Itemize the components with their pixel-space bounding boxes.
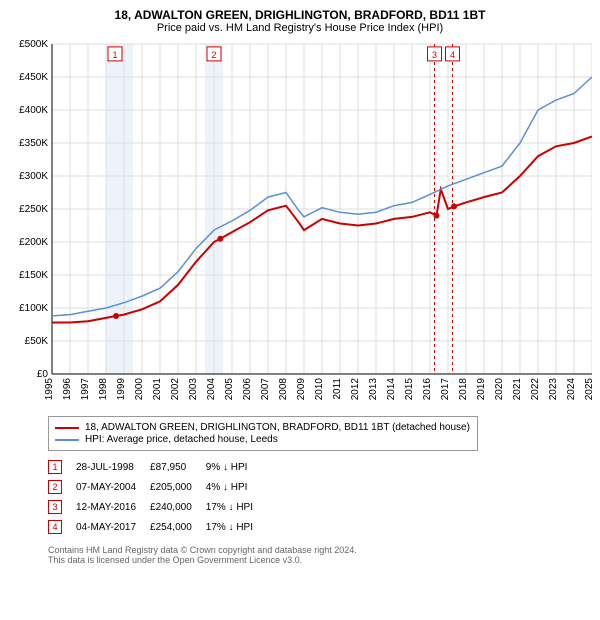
svg-text:2024: 2024 (566, 378, 577, 401)
svg-text:£300K: £300K (19, 171, 48, 182)
svg-text:2020: 2020 (494, 378, 505, 401)
svg-text:£350K: £350K (19, 138, 48, 149)
svg-text:2013: 2013 (368, 378, 379, 401)
legend-label: 18, ADWALTON GREEN, DRIGHLINGTON, BRADFO… (85, 422, 470, 433)
svg-text:2010: 2010 (314, 378, 325, 401)
chart-svg: 1234£0£50K£100K£150K£200K£250K£300K£350K… (8, 40, 592, 410)
legend-swatch (55, 439, 79, 441)
footer-line-1: Contains HM Land Registry data © Crown c… (48, 545, 592, 555)
marker-price: £254,000 (150, 517, 206, 537)
legend-row: HPI: Average price, detached house, Leed… (55, 434, 471, 445)
marker-row: 3 12-MAY-2016£240,00017% ↓ HPI (48, 497, 267, 517)
svg-text:3: 3 (432, 50, 437, 60)
marker-price: £240,000 (150, 497, 206, 517)
markers-table: 1 28-JUL-1998£87,9509% ↓ HPI 2 07-MAY-2004£… (48, 457, 267, 537)
marker-date: 12-MAY-2016 (76, 497, 150, 517)
svg-text:2002: 2002 (170, 378, 181, 401)
svg-text:2004: 2004 (206, 378, 217, 401)
svg-text:2021: 2021 (512, 378, 523, 401)
svg-text:£450K: £450K (19, 72, 48, 83)
svg-text:£400K: £400K (19, 105, 48, 116)
marker-delta: 17% ↓ HPI (206, 497, 267, 517)
svg-text:1997: 1997 (80, 378, 91, 401)
svg-text:2000: 2000 (134, 378, 145, 401)
svg-text:£150K: £150K (19, 270, 48, 281)
marker-price: £205,000 (150, 477, 206, 497)
svg-text:1995: 1995 (44, 378, 55, 401)
marker-box: 4 (48, 520, 62, 534)
svg-text:2019: 2019 (476, 378, 487, 401)
marker-date: 28-JUL-1998 (76, 457, 150, 477)
svg-text:2014: 2014 (386, 378, 397, 401)
chart-subtitle: Price paid vs. HM Land Registry's House … (8, 22, 592, 34)
footer: Contains HM Land Registry data © Crown c… (48, 545, 592, 565)
marker-date: 07-MAY-2004 (76, 477, 150, 497)
marker-row: 4 04-MAY-2017£254,00017% ↓ HPI (48, 517, 267, 537)
marker-delta: 17% ↓ HPI (206, 517, 267, 537)
svg-text:4: 4 (450, 50, 455, 60)
marker-row: 1 28-JUL-1998£87,9509% ↓ HPI (48, 457, 267, 477)
legend-row: 18, ADWALTON GREEN, DRIGHLINGTON, BRADFO… (55, 422, 471, 433)
svg-text:2005: 2005 (224, 378, 235, 401)
legend-swatch (55, 427, 79, 429)
marker-box: 3 (48, 500, 62, 514)
svg-text:2006: 2006 (242, 378, 253, 401)
svg-text:2001: 2001 (152, 378, 163, 401)
svg-text:1999: 1999 (116, 378, 127, 401)
svg-text:2: 2 (211, 50, 216, 60)
marker-price: £87,950 (150, 457, 206, 477)
svg-text:2016: 2016 (422, 378, 433, 401)
marker-delta: 4% ↓ HPI (206, 477, 267, 497)
chart-area: 1234£0£50K£100K£150K£200K£250K£300K£350K… (8, 40, 592, 410)
svg-text:2003: 2003 (188, 378, 199, 401)
svg-text:1996: 1996 (62, 378, 73, 401)
marker-delta: 9% ↓ HPI (206, 457, 267, 477)
svg-text:2012: 2012 (350, 378, 361, 401)
marker-row: 2 07-MAY-2004£205,0004% ↓ HPI (48, 477, 267, 497)
footer-line-2: This data is licensed under the Open Gov… (48, 555, 592, 565)
svg-text:2018: 2018 (458, 378, 469, 401)
svg-text:1: 1 (112, 50, 117, 60)
svg-text:2011: 2011 (332, 378, 343, 400)
svg-text:£200K: £200K (19, 237, 48, 248)
svg-text:2015: 2015 (404, 378, 415, 401)
chart-title: 18, ADWALTON GREEN, DRIGHLINGTON, BRADFO… (8, 8, 592, 22)
marker-box: 2 (48, 480, 62, 494)
legend-label: HPI: Average price, detached house, Leed… (85, 434, 278, 445)
svg-text:1998: 1998 (98, 378, 109, 401)
svg-text:2025: 2025 (584, 378, 592, 401)
svg-text:2007: 2007 (260, 378, 271, 401)
svg-text:2022: 2022 (530, 378, 541, 401)
svg-text:2008: 2008 (278, 378, 289, 401)
svg-text:£250K: £250K (19, 204, 48, 215)
marker-date: 04-MAY-2017 (76, 517, 150, 537)
marker-box: 1 (48, 460, 62, 474)
legend: 18, ADWALTON GREEN, DRIGHLINGTON, BRADFO… (48, 416, 478, 451)
svg-text:2023: 2023 (548, 378, 559, 401)
svg-text:2009: 2009 (296, 378, 307, 401)
svg-text:£100K: £100K (19, 303, 48, 314)
svg-text:£500K: £500K (19, 40, 48, 50)
svg-text:2017: 2017 (440, 378, 451, 401)
svg-text:£50K: £50K (25, 336, 49, 347)
